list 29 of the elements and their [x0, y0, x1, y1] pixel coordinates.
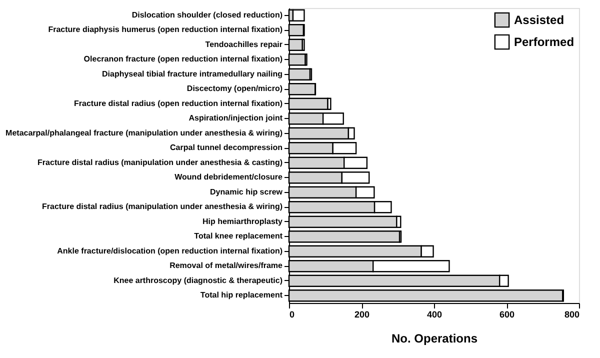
y-tick-label: Fracture diaphysis humerus (open reduction internal fixation): [48, 25, 283, 34]
x-tick-label: 200: [354, 310, 370, 320]
x-axis-title: No. Operations: [391, 332, 478, 346]
y-tick-label: Dislocation shoulder (closed reduction): [132, 10, 283, 20]
y-tick-label: Total knee replacement: [194, 232, 283, 241]
y-tick-label: Fracture distal radius (open reduction internal fixation): [74, 98, 283, 108]
bar: [292, 9, 305, 22]
y-tick-label: Fracture distal radius (manipulation under anesthesia & casting): [38, 158, 283, 167]
y-tick-label: Total hip replacement: [200, 290, 283, 300]
y-tick-label: Hip hemiarthroplasty: [202, 216, 284, 226]
x-tick-label: 600: [499, 310, 515, 320]
x-tick-label: 0: [290, 310, 295, 320]
y-tick-label: Tendoachilles repair: [205, 40, 282, 49]
y-tick-label: Removal of metal/wires/frame: [170, 261, 284, 270]
y-tick-label: Olecranon fracture (open reduction internal fixation): [84, 54, 283, 64]
x-tick-label: 800: [564, 310, 580, 320]
y-tick-label: Aspiration/injection joint: [188, 114, 283, 123]
x-tick-label: 400: [426, 310, 442, 320]
y-tick-label: Diaphyseal tibial fracture intramedullary nailing: [102, 69, 283, 78]
y-tick-label: Fracture distal radius (manipulation under anesthesia & wiring): [42, 202, 283, 212]
y-tick-label: Wound debridement/closure: [174, 172, 284, 182]
legend-label: Assisted: [514, 13, 564, 27]
y-tick-label: Ankle fracture/dislocation (open reduction internal fixation): [57, 246, 283, 256]
y-tick-label: Discectomy (open/micro): [186, 84, 283, 94]
y-tick-label: Knee arthroscopy (diagnostic & therapeutic): [114, 276, 283, 285]
legend-label: Performed: [514, 35, 574, 49]
y-tick-label: Metacarpal/phalangeal fracture (manipulation under anesthesia & wiring): [6, 128, 283, 138]
y-tick-label: Dynamic hip screw: [210, 187, 284, 196]
y-tick-label: Carpal tunnel decompression: [170, 143, 283, 152]
